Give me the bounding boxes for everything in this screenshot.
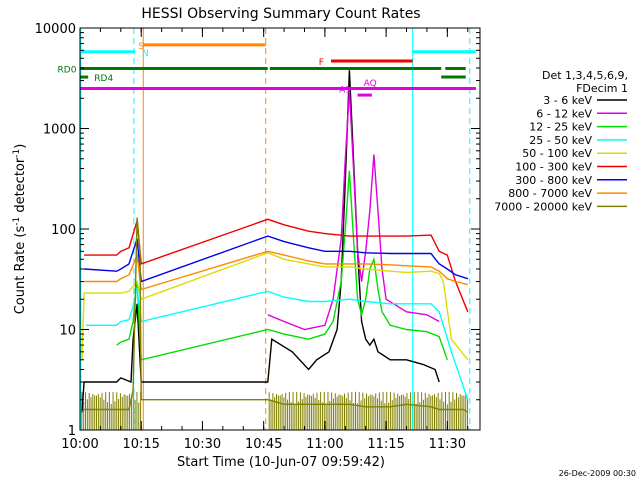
- legend-label-7: 800 - 7000 keV: [508, 187, 592, 200]
- series-line-4: [81, 252, 469, 361]
- x-tick-label-3: 10:45: [245, 437, 282, 452]
- y-axis-label: Count Rate (s-1 detector-1): [12, 144, 28, 315]
- legend-label-4: 50 - 100 keV: [522, 147, 592, 160]
- chart-title: HESSI Observing Summary Count Rates: [141, 6, 420, 22]
- series-line-8: [81, 217, 469, 413]
- flag-label-RD4: RD4: [94, 74, 113, 84]
- legend-label-2: 12 - 25 keV: [529, 121, 592, 134]
- legend-label-3: 25 - 50 keV: [529, 134, 592, 147]
- series-line-6: [84, 235, 469, 283]
- y-tick-label-2: 100: [51, 223, 76, 238]
- x-tick-label-0: 10:00: [61, 437, 98, 452]
- x-tick-label-1: 10:15: [122, 437, 159, 452]
- y-axis: 1 10 100 1000 10000: [35, 22, 480, 439]
- flag-label-RD0: RD0: [58, 66, 77, 76]
- series-line-7: [84, 250, 468, 291]
- flag-label-AQ: AQ: [364, 79, 377, 89]
- legend-label-6: 300 - 800 keV: [515, 174, 592, 187]
- series-line-3: [86, 287, 469, 400]
- x-tick-label-4: 11:00: [306, 437, 343, 452]
- noise-band: [80, 391, 469, 430]
- x-axis-label: Start Time (10-Jun-07 09:59:42): [177, 455, 385, 470]
- x-tick-label-2: 10:30: [184, 437, 221, 452]
- flag-label-A1: A1: [339, 86, 351, 96]
- y-tick-label-1: 10: [59, 324, 76, 339]
- flag-label-F: F: [319, 58, 324, 68]
- series-line-1: [267, 90, 440, 331]
- plot-layer: [80, 28, 476, 430]
- flag-label-N: N: [142, 49, 149, 59]
- series-line-0: [81, 70, 440, 413]
- legend-label-8: 7000 - 20000 keV: [494, 200, 592, 213]
- series-line-2: [116, 170, 448, 361]
- y-axis-label-exp1: -1: [12, 217, 22, 226]
- footer-date: 26-Dec-2009 00:30: [559, 469, 636, 478]
- plot-area: [80, 28, 476, 430]
- series-line-5: [84, 218, 469, 313]
- y-tick-label-0: 1: [68, 424, 76, 439]
- legend-label-1: 6 - 12 keV: [536, 107, 592, 120]
- x-tick-label-5: 11:15: [367, 437, 404, 452]
- x-axis: 10:00 10:15 10:30 10:45 11:00 11:15 11:30: [61, 28, 469, 452]
- y-axis-label-end: ): [13, 144, 28, 149]
- x-tick-label-6: 11:30: [429, 437, 466, 452]
- y-tick-label-3: 1000: [43, 123, 76, 138]
- flag-label-S: S: [138, 42, 144, 52]
- legend-label-0: 3 - 6 keV: [543, 94, 592, 107]
- legend-title-0: Det 1,3,4,5,6,9,: [542, 69, 628, 82]
- legend-label-5: 100 - 300 keV: [515, 161, 592, 174]
- legend-title-1: FDecim 1: [576, 82, 628, 95]
- y-axis-label-exp2: -1: [12, 149, 22, 158]
- y-axis-label-main: Count Rate (s: [13, 226, 28, 315]
- y-axis-label-mid: detector: [13, 157, 28, 217]
- y-tick-label-4: 10000: [35, 22, 76, 37]
